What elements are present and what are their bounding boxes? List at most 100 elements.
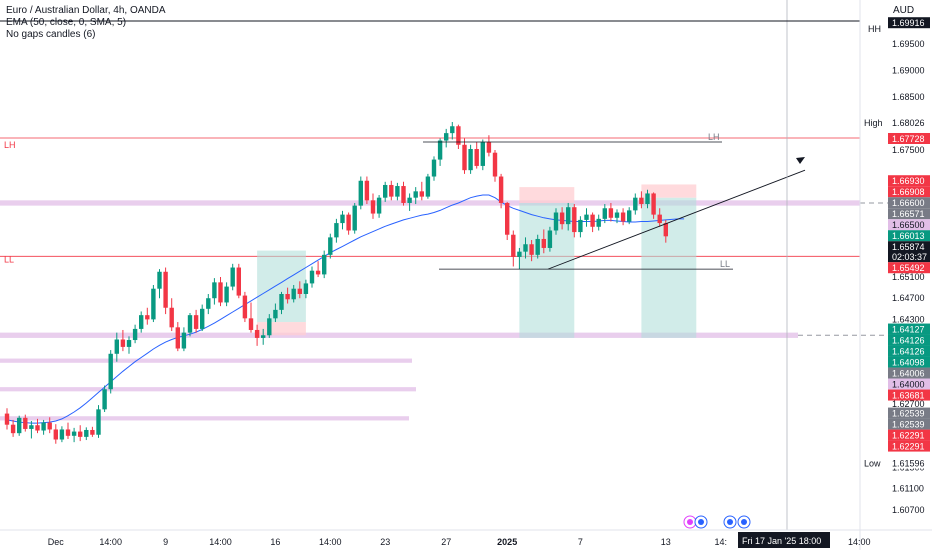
- candle-body: [645, 193, 650, 205]
- candle-body: [102, 389, 107, 410]
- candle-body: [145, 315, 150, 320]
- candle-body: [96, 409, 101, 435]
- candle-body: [29, 425, 34, 429]
- candle: [352, 202, 357, 234]
- candle-body: [71, 431, 77, 436]
- candle-body: [383, 184, 388, 198]
- price-label-text: 1.65492: [892, 263, 925, 273]
- price-label: 1.64000: [888, 378, 930, 390]
- candle: [303, 279, 309, 299]
- price-label: 1.68026 High: [864, 117, 930, 129]
- no-gaps-indicator-label[interactable]: No gaps candles (6): [6, 29, 96, 40]
- candle: [65, 422, 71, 439]
- candle: [370, 193, 376, 219]
- foreground-drawings[interactable]: LH LL LH LL: [0, 0, 860, 530]
- price-tick: 1.62700: [892, 399, 925, 409]
- candle-body: [236, 267, 241, 296]
- candle: [157, 269, 162, 299]
- time-axis[interactable]: Dec 14:00 9 14:00 16 14:00 23 27 2025 7 13 14: Fri 1…: [0, 515, 932, 548]
- candle: [346, 212, 351, 235]
- candle-body: [47, 422, 52, 430]
- candle: [273, 303, 278, 323]
- candle: [17, 415, 22, 436]
- candle-body: [17, 417, 22, 434]
- candle-body: [334, 223, 339, 238]
- candle: [456, 124, 461, 149]
- candle: [395, 182, 400, 201]
- price-label: 1.64126: [888, 334, 930, 346]
- candle: [498, 173, 504, 209]
- candle: [535, 234, 540, 259]
- price-label-text: 1.66600: [892, 198, 925, 208]
- price-label: 1.64006: [888, 367, 930, 379]
- time-tick: Dec: [48, 537, 65, 547]
- candle-body: [389, 184, 394, 197]
- price-label-text: 1.61596: [892, 458, 925, 468]
- candle-body: [212, 282, 217, 299]
- candle-body: [553, 212, 559, 231]
- time-tick: 23: [380, 537, 390, 547]
- candle-body: [169, 307, 174, 328]
- candle-body: [395, 186, 400, 197]
- candle-body: [584, 214, 589, 220]
- price-label-bg: [888, 208, 930, 220]
- candle-body: [578, 219, 583, 233]
- candle-body: [633, 197, 638, 211]
- candle-body: [590, 214, 595, 227]
- candle: [523, 237, 528, 259]
- candles[interactable]: [4, 122, 668, 444]
- candle: [431, 156, 437, 181]
- price-label-text: 1.62539: [892, 409, 925, 419]
- time-tick: 27: [441, 537, 451, 547]
- symbol-title[interactable]: Euro / Australian Dollar, 4h, OANDA: [6, 5, 166, 16]
- currency-label[interactable]: AUD: [893, 5, 915, 16]
- candle-body: [364, 180, 370, 201]
- candle-body: [23, 417, 28, 429]
- price-label-bg: [888, 17, 930, 29]
- price-label-text: 1.66930: [892, 176, 925, 186]
- ema-indicator-label[interactable]: EMA (50, close, 0, SMA, 5): [6, 17, 127, 28]
- candle: [23, 414, 28, 432]
- candle: [200, 304, 205, 332]
- candle: [47, 417, 52, 434]
- event-icon-dot: [741, 519, 747, 525]
- support-zone: [0, 332, 798, 338]
- candle-body: [474, 149, 479, 166]
- candle-body: [340, 214, 345, 224]
- candle-body: [437, 140, 443, 160]
- price-axis[interactable]: 1.695001.690001.685001.675001.655001.651…: [859, 0, 930, 550]
- candle-body: [90, 429, 95, 435]
- candle: [364, 176, 370, 205]
- candle-body: [651, 193, 656, 215]
- price-label: 1.64127: [888, 323, 930, 335]
- candle-body: [254, 329, 260, 338]
- candle: [578, 216, 583, 238]
- time-tick: 2025: [497, 537, 517, 547]
- candle: [212, 278, 217, 305]
- time-tick: 14:: [714, 537, 727, 547]
- candle: [462, 138, 467, 174]
- candle: [84, 427, 89, 441]
- candle: [450, 122, 455, 140]
- background-drawings: [0, 137, 932, 421]
- candle: [90, 426, 95, 437]
- price-label-text: 1.66908: [892, 187, 925, 197]
- price-label-text: 1.62291: [892, 442, 925, 452]
- candle-body: [261, 335, 266, 338]
- candle: [529, 240, 534, 262]
- candle-body: [462, 144, 467, 171]
- price-label-text: 1.69916: [892, 18, 925, 28]
- price-label-text: 1.66571: [892, 209, 925, 219]
- price-label-bg: [888, 334, 930, 346]
- price-tick: 1.67500: [892, 145, 925, 155]
- candle-body: [511, 234, 516, 257]
- candle-body: [139, 315, 144, 329]
- event-icon: [737, 515, 751, 529]
- demand-zone-1: [0, 358, 412, 363]
- candle: [486, 135, 492, 157]
- price-label-bg: [888, 367, 930, 379]
- price-label-text: 1.64098: [892, 358, 925, 368]
- candle-body: [370, 200, 376, 214]
- candle: [468, 144, 473, 174]
